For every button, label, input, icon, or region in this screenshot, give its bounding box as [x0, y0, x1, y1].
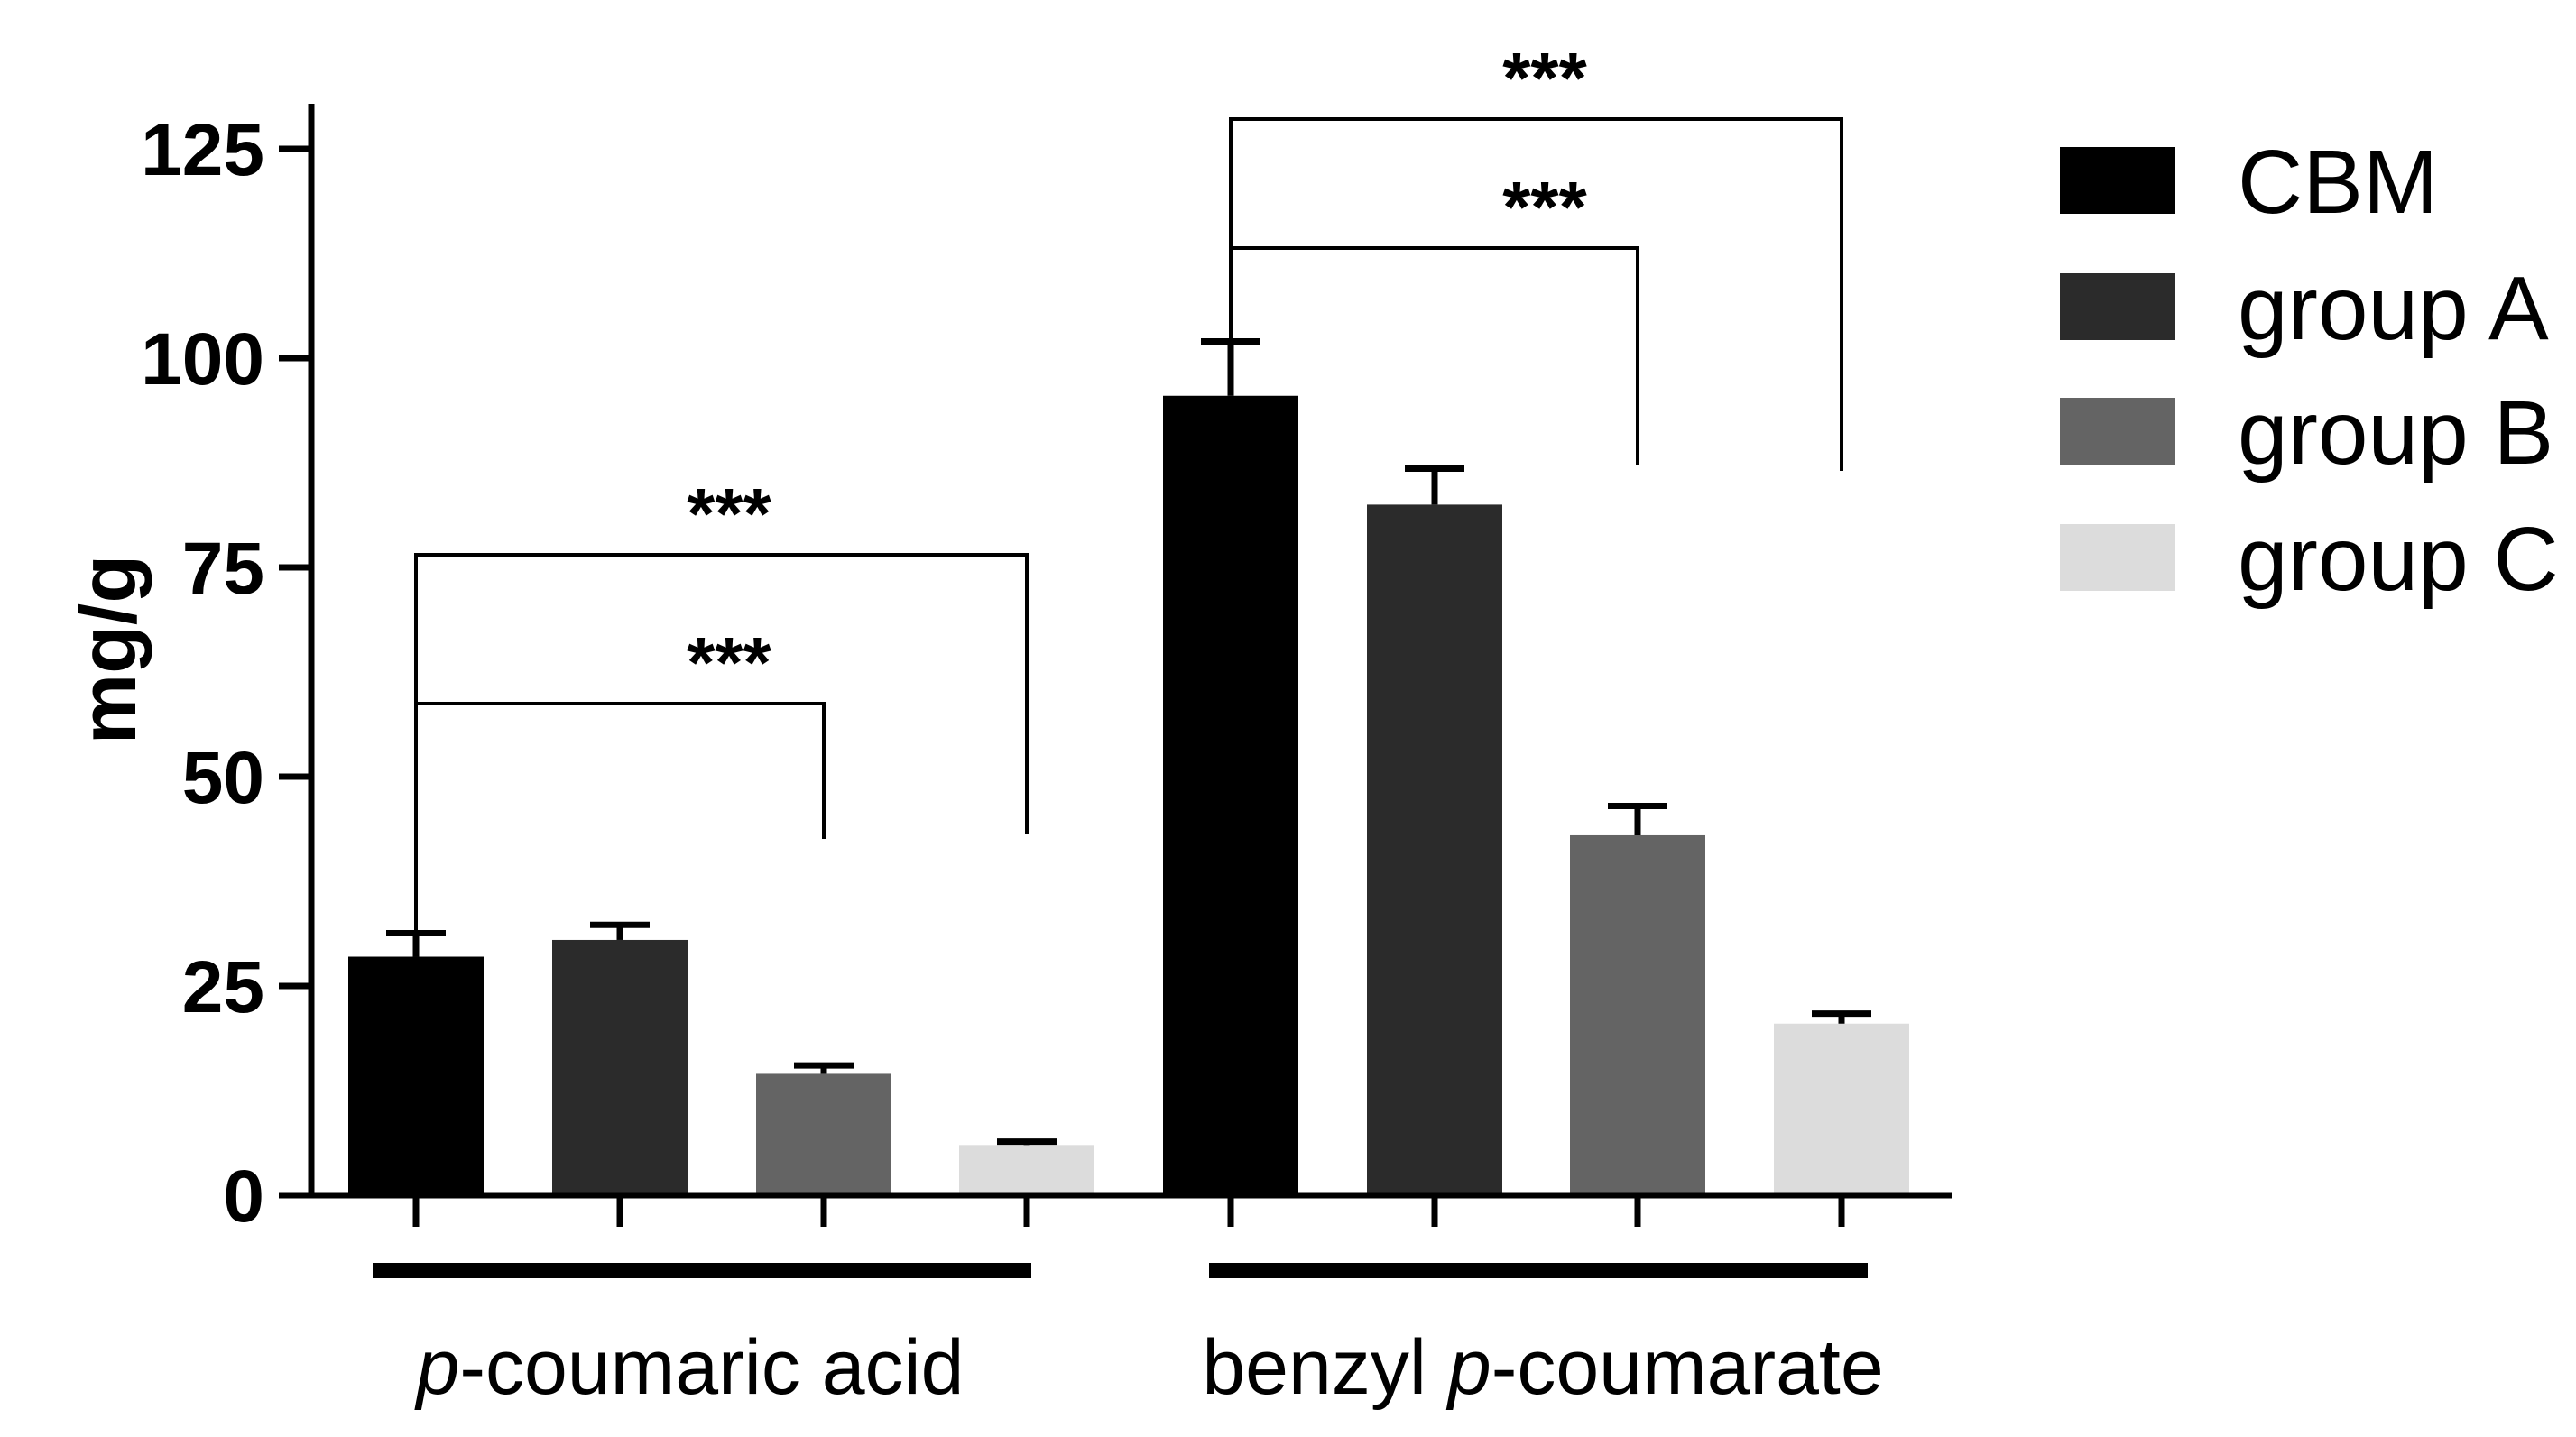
legend: CBM group A group B group C: [2060, 132, 2559, 610]
group-underline: [373, 1263, 1031, 1278]
significance-bracket: [414, 553, 1029, 934]
legend-swatch: [2060, 273, 2175, 340]
category-label-italic: p: [413, 1324, 459, 1411]
y-tick-label: 0: [223, 1156, 264, 1238]
legend-label: group A: [2238, 258, 2549, 359]
category-label-prefix: benzyl: [1202, 1324, 1448, 1411]
legend-swatch: [2060, 398, 2175, 465]
significance-label: ***: [687, 474, 771, 554]
category-label: benzyl p-coumarate: [1202, 1324, 1883, 1411]
bar: [348, 956, 484, 1195]
y-tick-label: 75: [182, 528, 264, 610]
legend-label: CBM: [2238, 132, 2438, 233]
y-tick-label: 50: [182, 737, 264, 819]
y-axis-title: mg/g: [63, 555, 152, 744]
significance-label: ***: [687, 622, 771, 703]
y-tick-label: 125: [141, 109, 264, 191]
y-axis: 0 25 50 75 100 125 mg/g: [63, 104, 315, 1238]
category-label-rest: -coumaric acid: [459, 1324, 964, 1411]
group-underline: [1209, 1263, 1868, 1278]
error-bars: [386, 337, 1871, 1146]
bar: [1774, 1023, 1909, 1195]
bars: [348, 395, 1909, 1195]
category-label-italic: p: [1445, 1324, 1491, 1411]
bar: [1367, 504, 1502, 1195]
legend-swatch: [2060, 147, 2175, 214]
bar: [1163, 395, 1298, 1195]
legend-label: group B: [2238, 382, 2553, 484]
y-tick-label: 25: [182, 946, 264, 1028]
category-label: p-coumaric acid: [413, 1324, 964, 1411]
significance-brackets: *** *** *** ***: [414, 38, 1843, 934]
y-tick-label: 100: [141, 318, 264, 401]
significance-bracket: [414, 702, 826, 934]
legend-label: group C: [2238, 509, 2559, 610]
bar: [1570, 834, 1705, 1195]
legend-swatch: [2060, 524, 2175, 591]
bar: [756, 1073, 891, 1195]
significance-label: ***: [1502, 38, 1587, 118]
significance-bracket: [1229, 117, 1843, 471]
x-axis: p-coumaric acid benzyl p-coumarate: [308, 1192, 1952, 1411]
category-label-rest: -coumarate: [1491, 1324, 1884, 1411]
bar: [552, 939, 688, 1195]
bar: [959, 1145, 1094, 1195]
significance-label: ***: [1502, 167, 1587, 247]
